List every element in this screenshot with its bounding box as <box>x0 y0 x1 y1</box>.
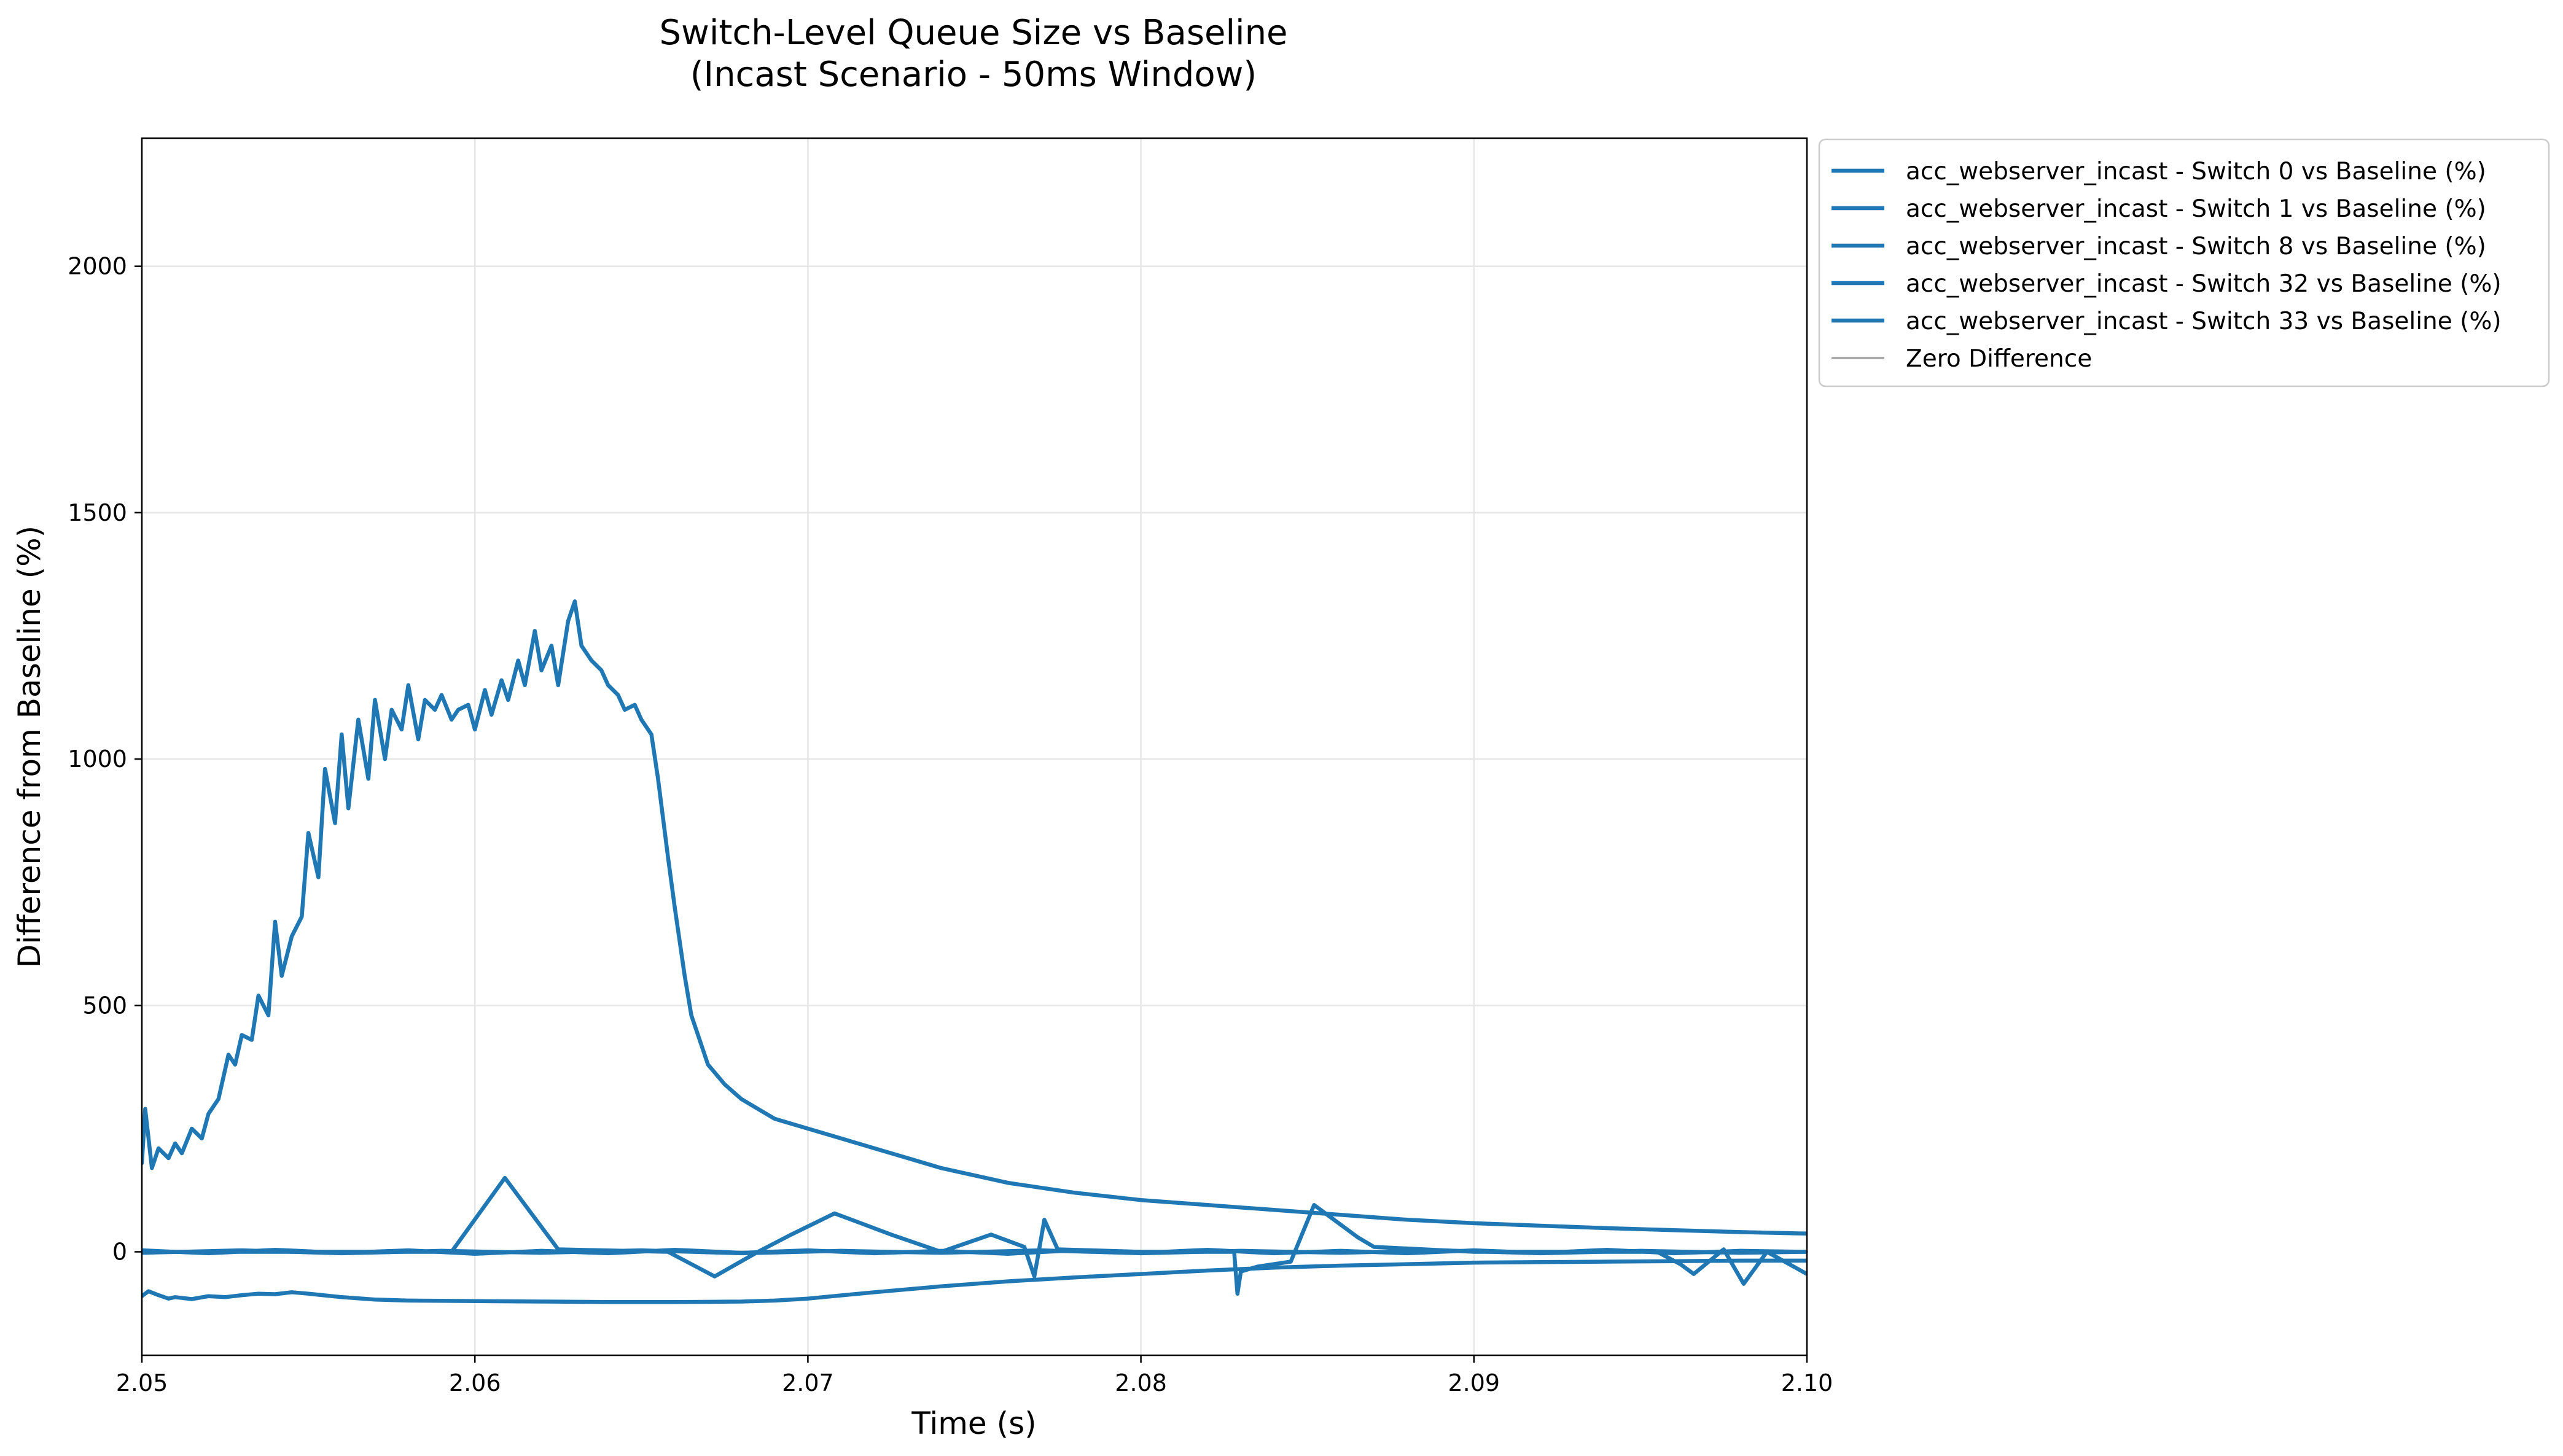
x-axis-ticks: 2.05 2.06 2.07 2.08 2.09 2.10 <box>116 1355 1833 1396</box>
chart-subtitle: (Incast Scenario - 50ms Window) <box>690 55 1257 95</box>
legend-frame <box>1818 138 2550 387</box>
series-layer <box>142 599 1807 1304</box>
series-line-0 <box>142 599 1807 1236</box>
legend-entry-5: Zero Difference <box>1906 345 2092 373</box>
y-tick-label: 1500 <box>68 499 127 526</box>
legend-entry-4: acc_webserver_incast - Switch 33 vs Base… <box>1906 308 2502 335</box>
legend: acc_webserver_incast - Switch 0 vs Basel… <box>1818 138 2550 387</box>
legend-entry-0: acc_webserver_incast - Switch 0 vs Basel… <box>1906 158 2486 185</box>
legend-entry-3: acc_webserver_incast - Switch 32 vs Base… <box>1906 270 2502 298</box>
legend-entry-1: acc_webserver_incast - Switch 1 vs Basel… <box>1906 195 2486 223</box>
y-tick-label: 0 <box>112 1238 127 1265</box>
plot-frame <box>141 137 1808 1357</box>
chart-title: Switch-Level Queue Size vs Baseline <box>659 13 1287 53</box>
series-line-4 <box>142 1248 1807 1256</box>
x-tick-label: 2.08 <box>1115 1369 1167 1396</box>
y-axis-label: Difference from Baseline (%) <box>12 526 47 968</box>
y-tick-label: 2000 <box>68 253 127 280</box>
x-tick-label: 2.06 <box>449 1369 501 1396</box>
grid <box>141 138 1808 1355</box>
series-line-1 <box>142 1258 1807 1304</box>
x-tick-label: 2.09 <box>1448 1369 1500 1396</box>
y-axis-ticks: 0 500 1000 1500 2000 <box>68 253 142 1265</box>
x-tick-label: 2.07 <box>782 1369 834 1396</box>
x-tick-label: 2.10 <box>1781 1369 1833 1396</box>
y-tick-label: 1000 <box>68 746 127 773</box>
x-tick-label: 2.05 <box>116 1369 168 1396</box>
legend-entry-2: acc_webserver_incast - Switch 8 vs Basel… <box>1906 233 2486 260</box>
x-axis-label: Time (s) <box>911 1406 1036 1441</box>
y-tick-label: 500 <box>82 992 127 1019</box>
